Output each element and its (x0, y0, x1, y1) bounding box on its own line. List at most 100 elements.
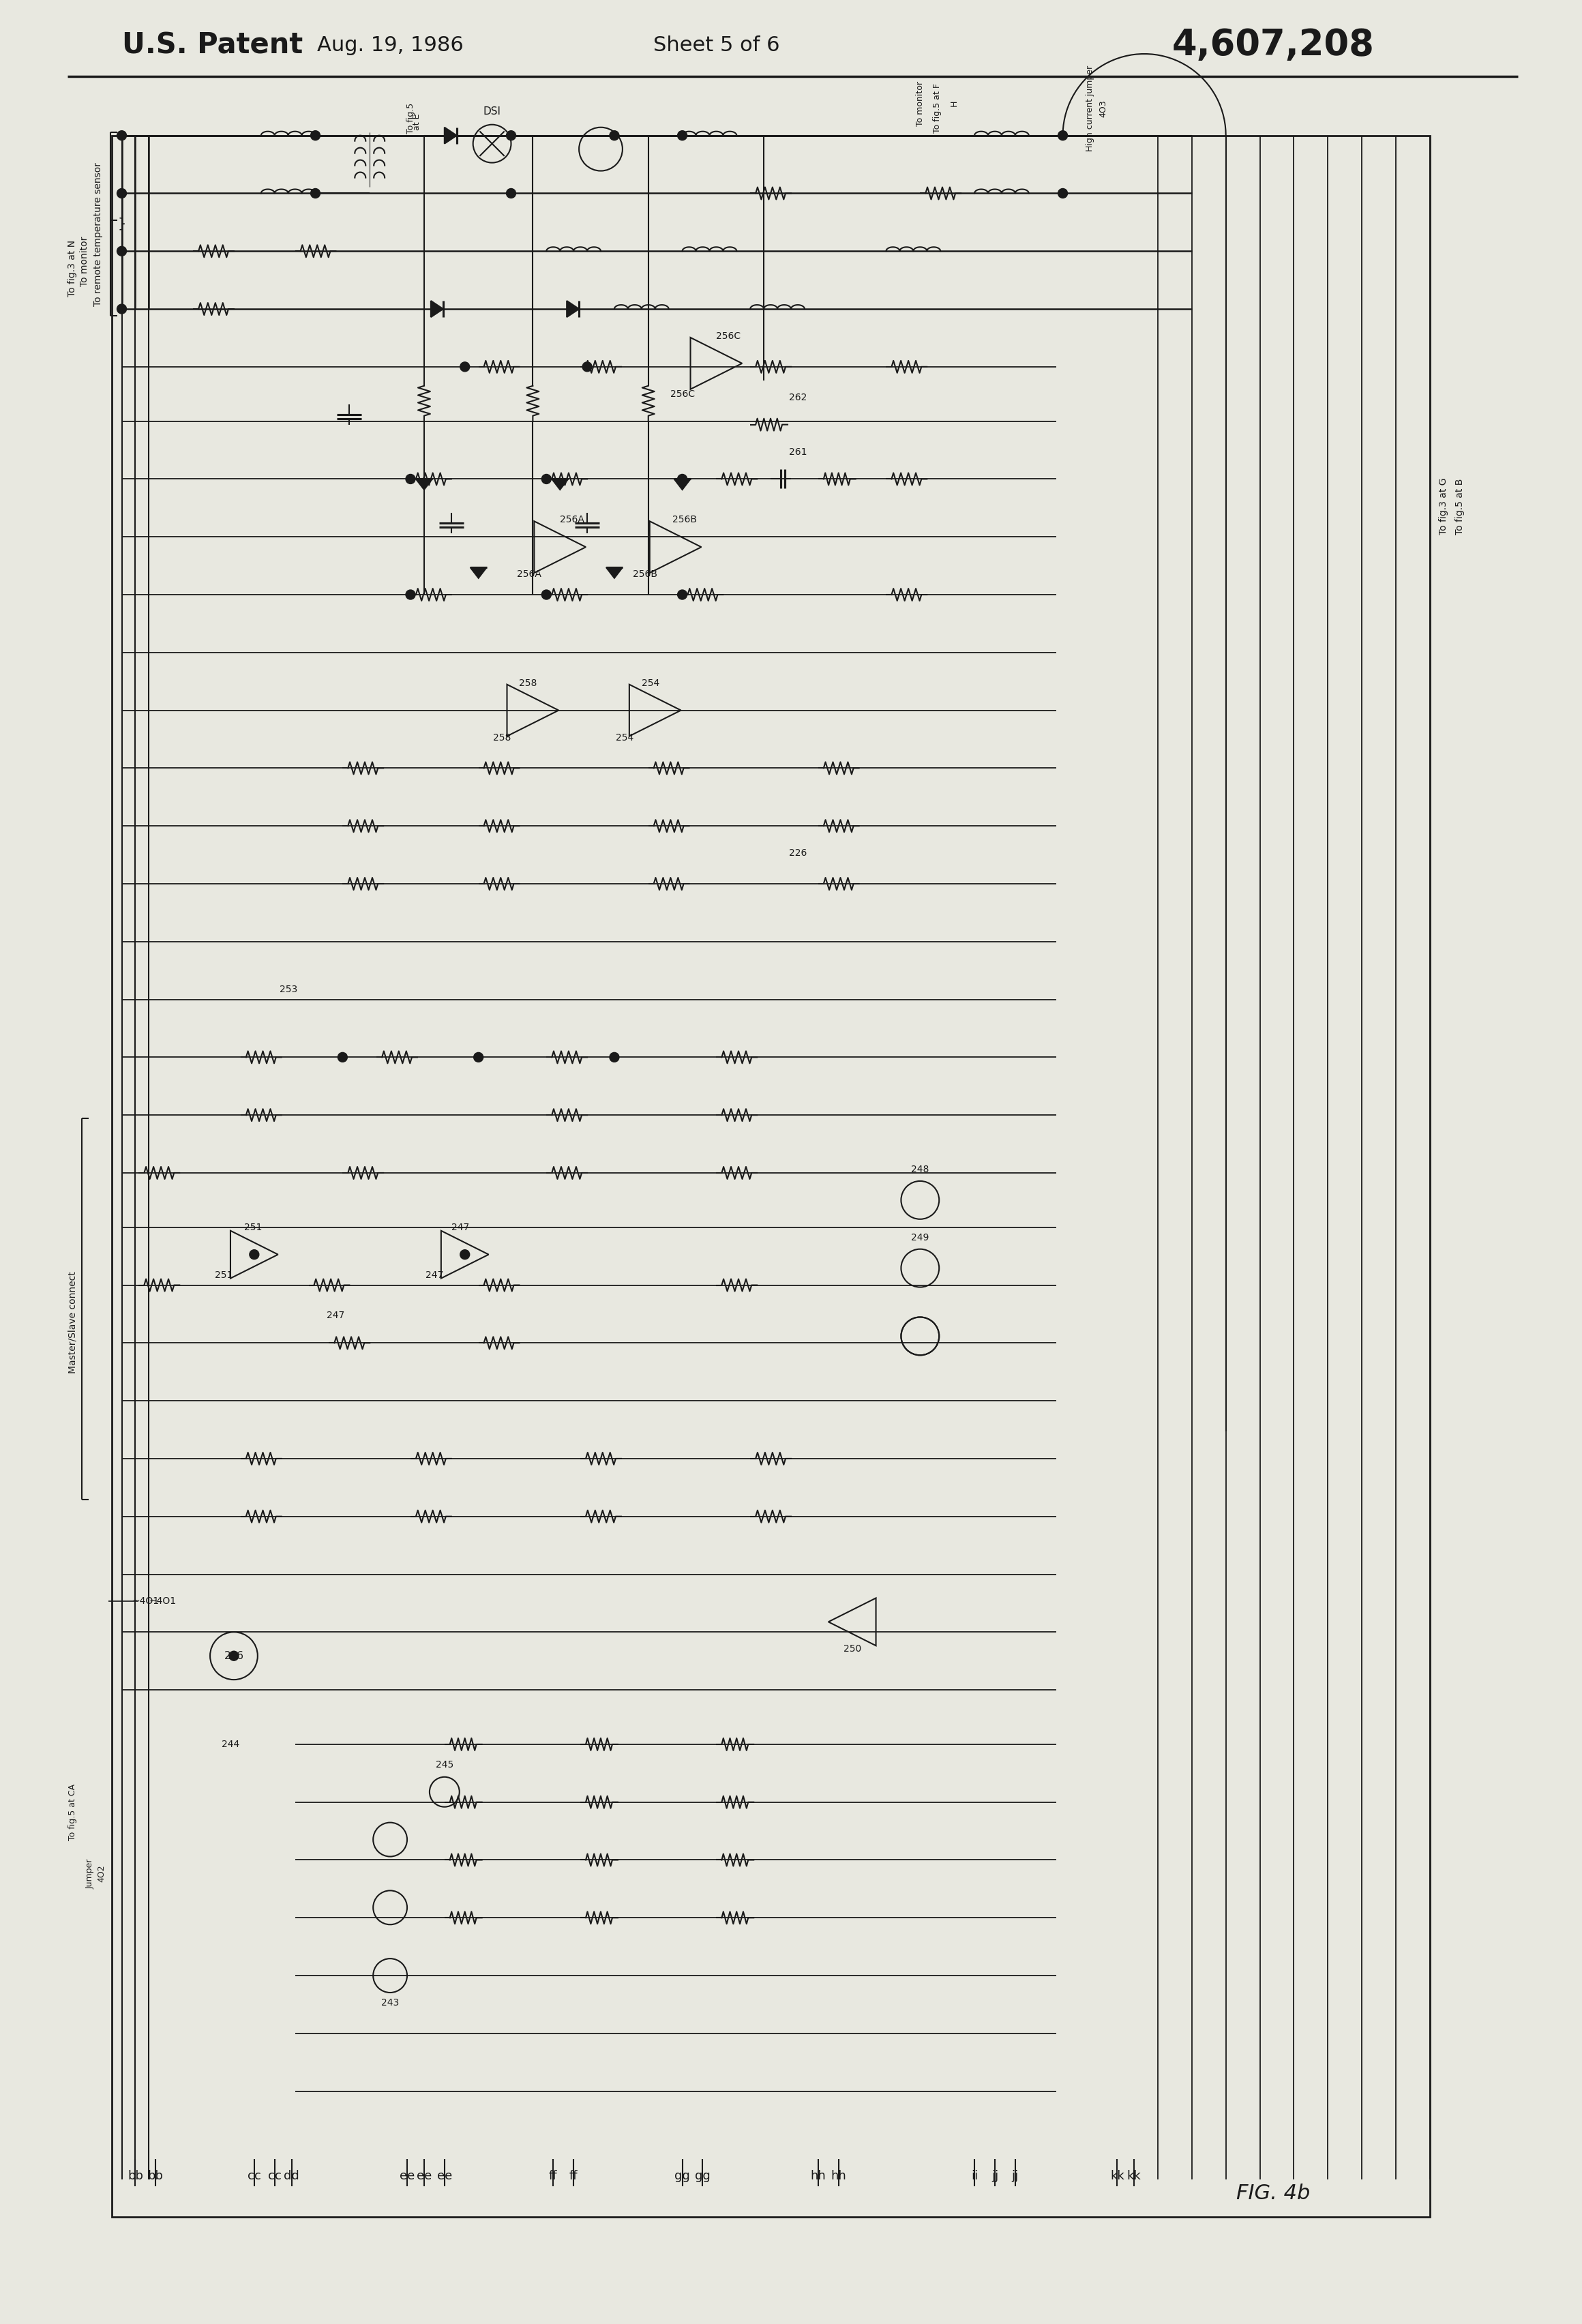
Circle shape (541, 474, 551, 483)
Text: Jumper: Jumper (85, 1859, 95, 1889)
Text: gg: gg (694, 2171, 710, 2182)
Text: ~4O1: ~4O1 (149, 1597, 176, 1606)
Text: 256A: 256A (517, 569, 541, 579)
Text: ii: ii (971, 2171, 978, 2182)
Text: 261: 261 (789, 446, 807, 456)
Circle shape (310, 130, 320, 139)
Text: 258: 258 (519, 679, 538, 688)
Text: 256B: 256B (672, 516, 696, 525)
Text: To fig.3 at N: To fig.3 at N (68, 239, 78, 297)
Text: ~4O1: ~4O1 (131, 1597, 160, 1606)
Circle shape (117, 188, 127, 198)
Circle shape (1058, 130, 1068, 139)
Text: hh: hh (831, 2171, 846, 2182)
Text: Aug. 19, 1986: Aug. 19, 1986 (316, 35, 464, 56)
Text: To monitor: To monitor (79, 237, 89, 286)
Circle shape (609, 1053, 619, 1062)
Polygon shape (470, 567, 487, 579)
Circle shape (117, 246, 127, 256)
Circle shape (117, 304, 127, 314)
Circle shape (310, 188, 320, 198)
Text: 4O3: 4O3 (1099, 100, 1107, 116)
Circle shape (473, 1053, 483, 1062)
Text: 245: 245 (435, 1759, 454, 1769)
Circle shape (117, 130, 127, 139)
Text: To fig.5 at B: To fig.5 at B (1455, 479, 1465, 535)
Text: Master/Slave connect: Master/Slave connect (68, 1271, 78, 1373)
Text: To remote temperature sensor: To remote temperature sensor (93, 163, 103, 307)
Text: cc: cc (247, 2171, 261, 2182)
Text: 4,607,208: 4,607,208 (1172, 28, 1375, 63)
Text: To fig.5 at CA: To fig.5 at CA (68, 1785, 78, 1841)
Text: bb: bb (147, 2171, 163, 2182)
Bar (112, 135, 1430, 2217)
Text: cc: cc (267, 2171, 282, 2182)
Circle shape (582, 363, 592, 372)
Text: 256C: 256C (669, 388, 694, 400)
Circle shape (677, 130, 687, 139)
Polygon shape (430, 300, 443, 316)
Text: dd: dd (283, 2171, 299, 2182)
Text: 251: 251 (215, 1271, 233, 1281)
Text: 4O2: 4O2 (97, 1864, 106, 1882)
Text: 256B: 256B (633, 569, 657, 579)
Text: 247: 247 (426, 1271, 443, 1281)
Polygon shape (566, 300, 579, 316)
Text: 256A: 256A (560, 516, 584, 525)
Polygon shape (552, 479, 568, 490)
Circle shape (506, 130, 516, 139)
Circle shape (677, 474, 687, 483)
Text: kk: kk (1111, 2171, 1125, 2182)
Text: 254: 254 (642, 679, 660, 688)
Text: hh: hh (810, 2171, 826, 2182)
Text: To fig.3 at G: To fig.3 at G (1438, 479, 1448, 535)
Text: ee: ee (400, 2171, 414, 2182)
Text: 243: 243 (381, 1999, 399, 2008)
Circle shape (677, 590, 687, 600)
Text: 256C: 256C (717, 332, 740, 342)
Text: ff: ff (549, 2171, 557, 2182)
Text: kk: kk (1126, 2171, 1141, 2182)
Circle shape (1058, 188, 1068, 198)
Circle shape (609, 130, 619, 139)
Text: H: H (949, 100, 959, 107)
Text: ee: ee (416, 2171, 432, 2182)
Polygon shape (416, 479, 432, 490)
Text: }: } (117, 218, 127, 230)
Circle shape (541, 590, 551, 600)
Text: To fig.5: To fig.5 (407, 102, 414, 135)
Circle shape (405, 590, 414, 600)
Polygon shape (606, 567, 622, 579)
Text: U.S. Patent: U.S. Patent (122, 30, 302, 60)
Text: To fig.5 at F: To fig.5 at F (933, 84, 941, 132)
Polygon shape (445, 128, 457, 144)
Circle shape (339, 1053, 348, 1062)
Polygon shape (674, 479, 690, 490)
Text: bb: bb (128, 2171, 144, 2182)
Text: 253: 253 (280, 985, 297, 995)
Text: 254: 254 (615, 732, 633, 741)
Text: 258: 258 (494, 732, 511, 741)
Circle shape (506, 188, 516, 198)
Text: 262: 262 (789, 393, 807, 402)
Text: 226: 226 (789, 848, 807, 858)
Text: 250: 250 (843, 1645, 861, 1655)
Circle shape (460, 1250, 470, 1260)
Text: To monitor: To monitor (916, 81, 924, 125)
Text: ee: ee (437, 2171, 452, 2182)
Text: FIG. 4b: FIG. 4b (1237, 2182, 1310, 2203)
Circle shape (405, 474, 414, 483)
Circle shape (229, 1650, 239, 1662)
Text: 244: 244 (221, 1741, 239, 1750)
Circle shape (460, 363, 470, 372)
Text: 247: 247 (451, 1222, 470, 1232)
Text: High current jumper: High current jumper (1085, 65, 1095, 151)
Text: 246: 246 (225, 1650, 244, 1662)
Text: DSI: DSI (483, 107, 501, 116)
Text: 251: 251 (244, 1222, 263, 1232)
Text: 247: 247 (327, 1311, 345, 1320)
Text: Sheet 5 of 6: Sheet 5 of 6 (653, 35, 780, 56)
Text: 249: 249 (911, 1232, 929, 1243)
Text: gg: gg (674, 2171, 690, 2182)
Text: jj: jj (1012, 2171, 1019, 2182)
